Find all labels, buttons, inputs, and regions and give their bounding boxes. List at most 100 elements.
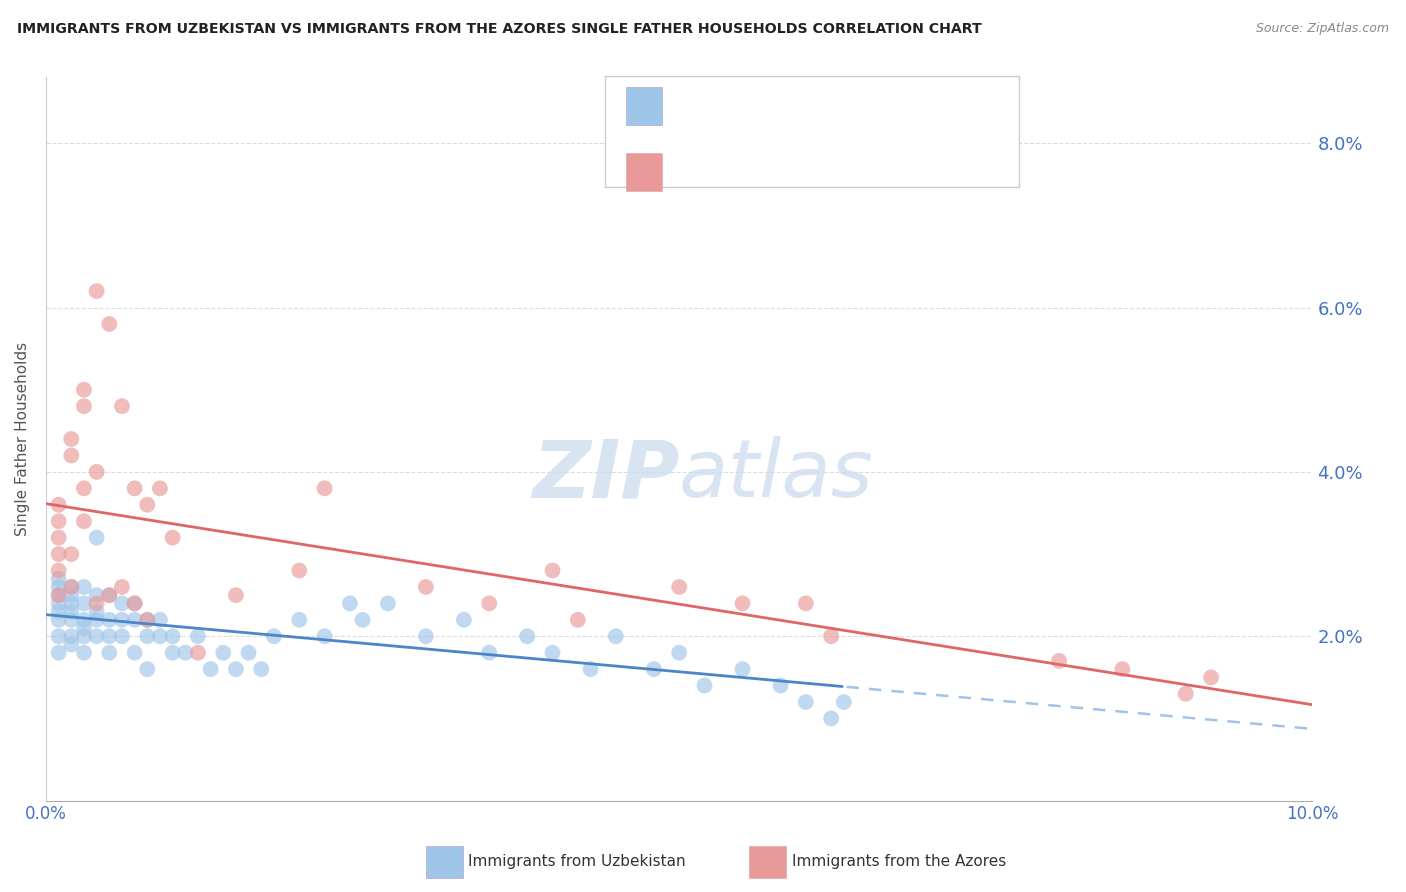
Point (124, 596, 146, 610)
Point (212, 646, 235, 660)
Point (48, 588, 70, 602)
Point (149, 481, 172, 495)
Point (98, 588, 121, 602)
Point (48, 498, 70, 512)
Point (377, 596, 399, 610)
Point (136, 662, 159, 676)
Point (136, 629, 159, 643)
Point (98, 317, 121, 331)
Text: -0.313: -0.313 (707, 94, 766, 112)
Point (124, 613, 146, 627)
Text: -0.191: -0.191 (707, 160, 766, 178)
Point (668, 646, 690, 660)
Point (314, 481, 336, 495)
Y-axis label: Single Father Households: Single Father Households (15, 342, 30, 536)
Point (60, 580, 83, 594)
Point (124, 481, 146, 495)
Point (225, 588, 247, 602)
Point (86, 465, 108, 479)
Point (174, 646, 197, 660)
Point (111, 596, 134, 610)
Point (124, 646, 146, 660)
Point (73, 514, 96, 528)
Point (250, 662, 273, 676)
Point (60, 547, 83, 561)
Text: Immigrants from the Azores: Immigrants from the Azores (792, 855, 1005, 869)
Point (48, 514, 70, 528)
Point (73, 399, 96, 413)
Point (73, 580, 96, 594)
Point (579, 662, 602, 676)
Point (86, 613, 108, 627)
Point (48, 629, 70, 643)
Point (225, 662, 247, 676)
Point (98, 588, 121, 602)
Point (60, 588, 83, 602)
Point (48, 596, 70, 610)
Point (48, 605, 70, 619)
Point (453, 613, 475, 627)
Point (1047, 654, 1070, 668)
Point (60, 432, 83, 446)
Point (86, 605, 108, 619)
Point (1199, 670, 1222, 684)
Point (136, 498, 159, 512)
Point (86, 531, 108, 545)
Point (98, 646, 121, 660)
Point (162, 629, 184, 643)
Point (48, 547, 70, 561)
Point (820, 629, 842, 643)
Text: Immigrants from Uzbekistan: Immigrants from Uzbekistan (468, 855, 686, 869)
Point (111, 399, 134, 413)
Text: IMMIGRANTS FROM UZBEKISTAN VS IMMIGRANTS FROM THE AZORES SINGLE FATHER HOUSEHOLD: IMMIGRANTS FROM UZBEKISTAN VS IMMIGRANTS… (17, 22, 981, 37)
Point (478, 596, 501, 610)
Point (415, 629, 437, 643)
Point (516, 629, 538, 643)
Point (86, 284, 108, 298)
Point (478, 646, 501, 660)
Point (832, 695, 855, 709)
Point (187, 629, 209, 643)
Point (73, 596, 96, 610)
Point (769, 679, 792, 693)
Point (111, 613, 134, 627)
Point (187, 646, 209, 660)
Point (731, 662, 754, 676)
Point (541, 646, 564, 660)
Point (415, 580, 437, 594)
Point (111, 580, 134, 594)
Text: R =: R = (671, 94, 707, 112)
Point (820, 711, 842, 725)
Point (73, 613, 96, 627)
Point (60, 613, 83, 627)
Point (111, 629, 134, 643)
Point (668, 580, 690, 594)
Point (98, 629, 121, 643)
Point (73, 383, 96, 397)
Text: N =: N = (797, 160, 834, 178)
Point (162, 646, 184, 660)
Text: ZIP: ZIP (531, 436, 679, 514)
Point (567, 613, 589, 627)
Point (48, 564, 70, 578)
Point (73, 646, 96, 660)
Point (60, 596, 83, 610)
Point (48, 588, 70, 602)
Point (73, 621, 96, 635)
Text: 72: 72 (834, 94, 858, 112)
Point (48, 646, 70, 660)
Point (86, 629, 108, 643)
Point (731, 596, 754, 610)
Point (60, 605, 83, 619)
Point (339, 596, 361, 610)
Point (136, 613, 159, 627)
Point (48, 572, 70, 586)
Point (60, 580, 83, 594)
Point (605, 629, 627, 643)
Point (541, 564, 564, 578)
Text: 43: 43 (834, 160, 858, 178)
Point (98, 613, 121, 627)
Point (48, 613, 70, 627)
Point (263, 629, 285, 643)
Text: N =: N = (797, 94, 834, 112)
